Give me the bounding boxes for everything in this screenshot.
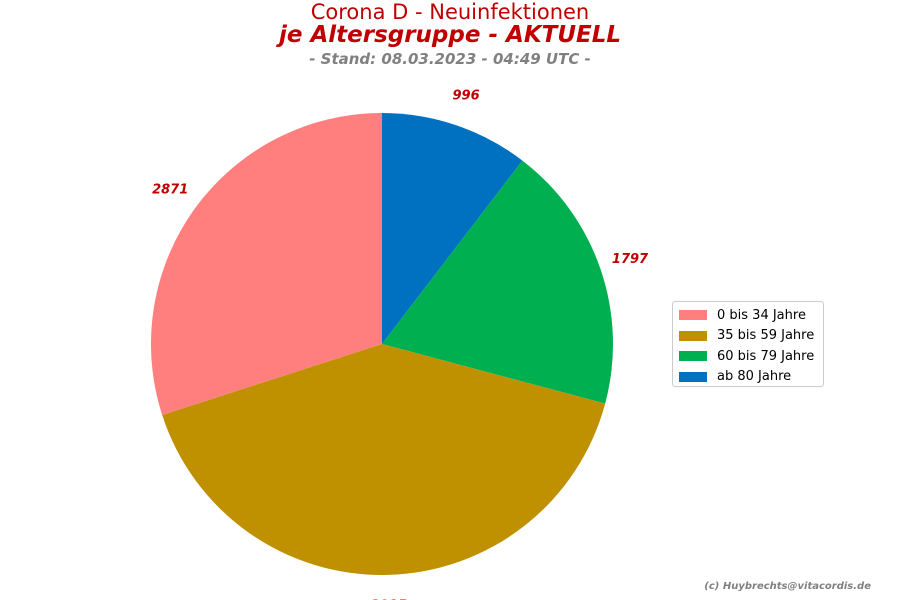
legend-label: ab 80 Jahre <box>717 369 792 385</box>
legend-swatch <box>679 330 707 341</box>
chart-title-line2: je Altersgruppe - AKTUELL <box>278 22 622 48</box>
slice-value-label: 996 <box>452 88 479 103</box>
slice-value-label: 1797 <box>612 252 649 267</box>
legend-swatch <box>679 310 707 321</box>
pie-slice <box>150 113 382 415</box>
legend: 0 bis 34 Jahre 35 bis 59 Jahre 60 bis 79… <box>672 301 824 387</box>
legend-label: 35 bis 59 Jahre <box>717 328 815 344</box>
legend-item: 35 bis 59 Jahre <box>679 326 817 347</box>
chart-subtitle: - Stand: 08.03.2023 - 04:49 UTC - <box>309 50 591 68</box>
legend-label: 0 bis 34 Jahre <box>717 307 806 323</box>
credit-text: (c) Huybrechts@vitacordis.de <box>704 581 871 592</box>
legend-swatch <box>679 371 707 382</box>
legend-item: ab 80 Jahre <box>679 367 817 388</box>
pie-slice <box>162 344 606 575</box>
legend-swatch <box>679 351 707 362</box>
pie-slice <box>382 160 613 404</box>
slice-value-label: 2871 <box>152 182 188 197</box>
chart-title-line1: Corona D - Neuinfektionen <box>310 0 590 24</box>
pie-slice <box>382 113 523 344</box>
legend-item: 0 bis 34 Jahre <box>679 305 817 326</box>
slice-value-label: 3915 <box>371 598 407 600</box>
legend-label: 60 bis 79 Jahre <box>717 348 815 364</box>
legend-item: 60 bis 79 Jahre <box>679 346 817 367</box>
